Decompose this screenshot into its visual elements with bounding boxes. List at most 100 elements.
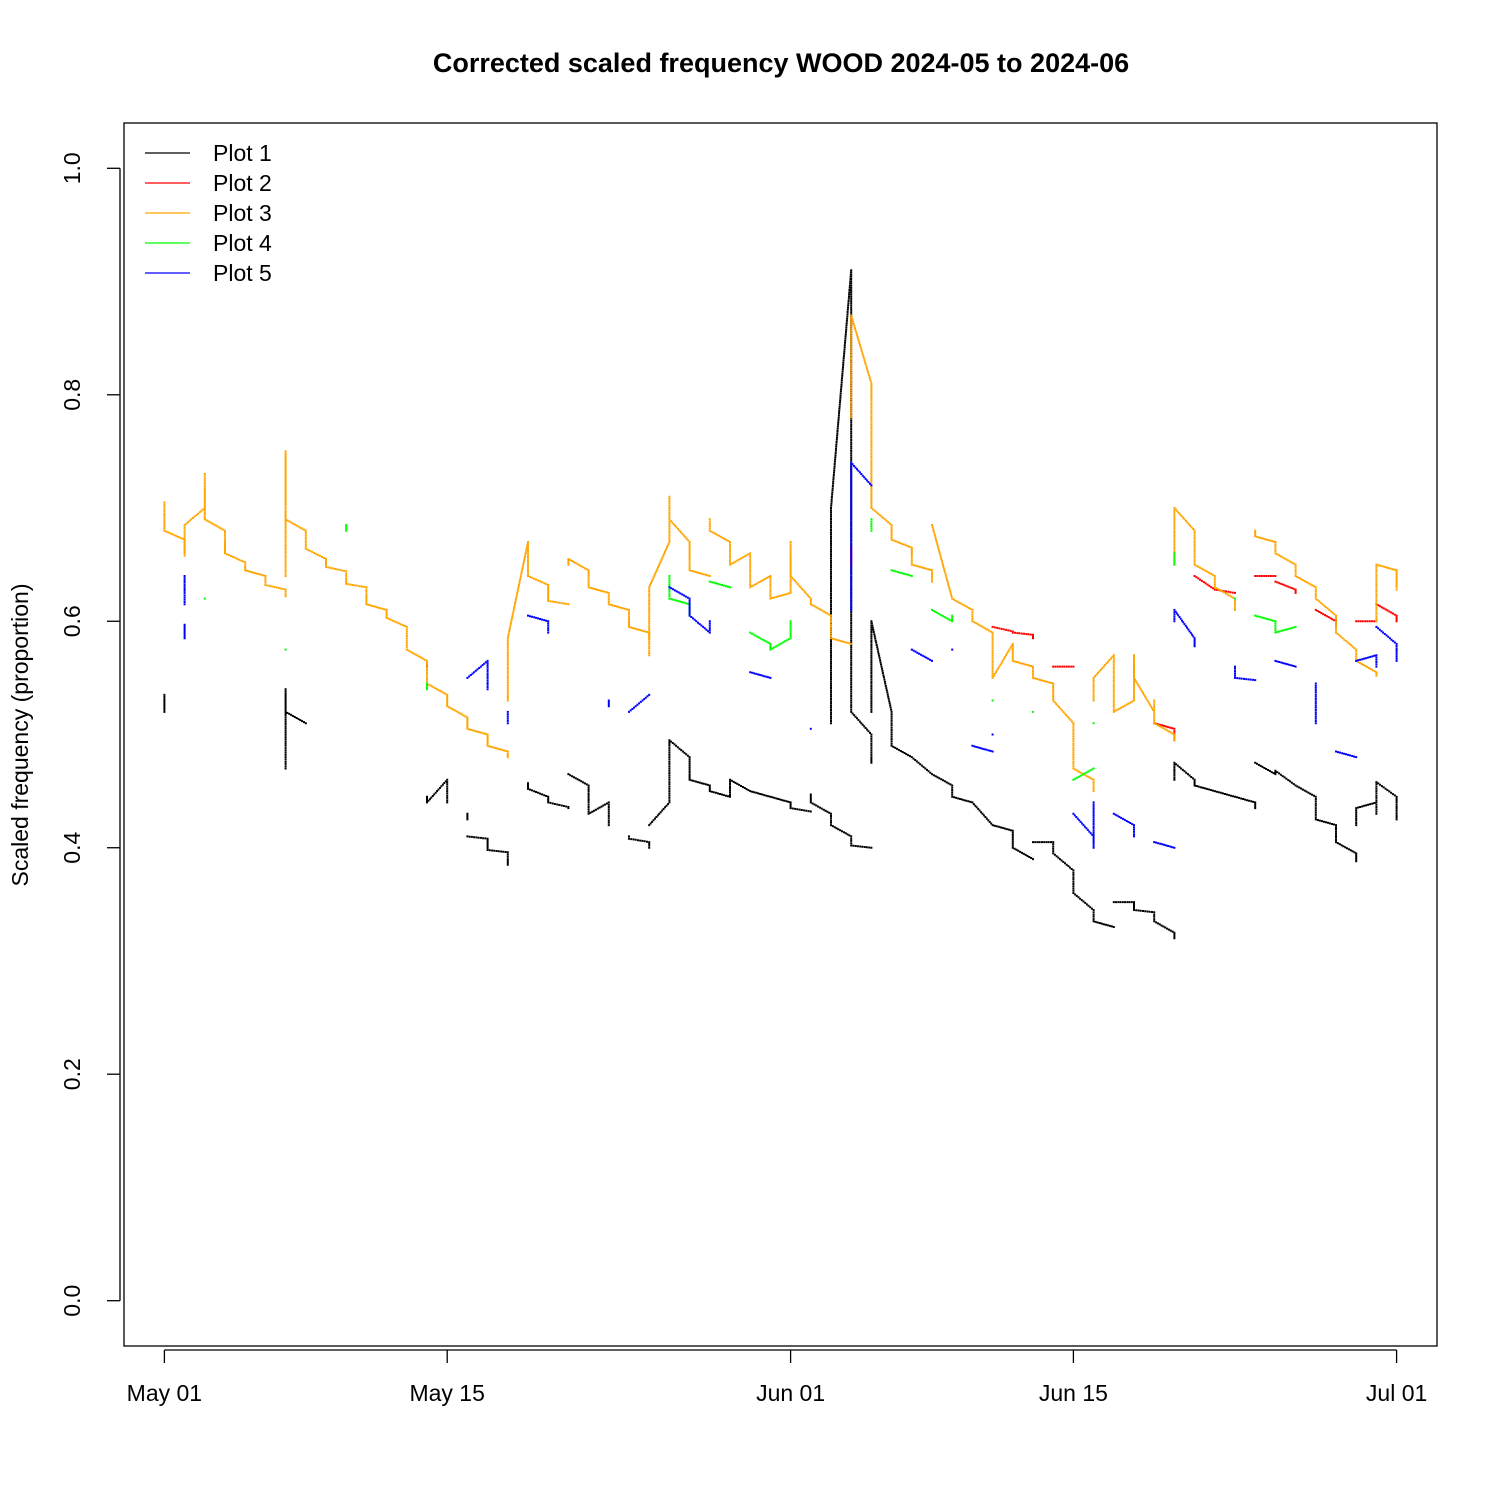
data-point-trace <box>506 541 570 702</box>
data-point-trace <box>1254 529 1378 677</box>
data-point-trace <box>870 620 1034 861</box>
data-point-trace <box>1254 575 1277 577</box>
data-point-trace <box>648 739 812 827</box>
legend-label: Plot 3 <box>213 200 272 226</box>
y-tick-label: 0.0 <box>59 1285 85 1317</box>
data-point-trace <box>1274 659 1297 668</box>
data-point-trace <box>1092 722 1095 725</box>
data-point-trace <box>749 671 772 679</box>
data-point-trace <box>1032 841 1115 928</box>
data-point-trace <box>870 518 873 532</box>
data-point-trace <box>971 744 994 753</box>
y-tick-label: 0.2 <box>59 1058 85 1090</box>
data-point-trace <box>1254 761 1358 863</box>
data-point-trace <box>708 580 731 589</box>
data-point-trace <box>183 575 186 606</box>
data-point-trace <box>1173 761 1257 810</box>
y-axis: 0.0 0.2 0.4 0.6 0.8 1.0 <box>59 152 121 1317</box>
data-point-trace <box>163 501 186 557</box>
data-point-trace <box>1032 710 1034 713</box>
x-axis: May 01 May 15 Jun 01 Jun 15 Jul 01 <box>127 1349 1427 1406</box>
data-point-trace <box>1375 603 1398 623</box>
data-point-trace <box>668 586 711 634</box>
data-point-trace <box>567 773 610 827</box>
legend: Plot 1 Plot 2 Plot 3 Plot 4 Plot 5 <box>145 140 272 286</box>
data-point-trace <box>203 597 206 600</box>
data-point-trace <box>426 682 428 691</box>
legend-label: Plot 4 <box>213 230 272 256</box>
data-point-trace <box>1153 841 1176 849</box>
data-point-trace <box>183 473 287 598</box>
data-point-trace <box>466 835 509 866</box>
data-point-trace <box>1234 665 1257 682</box>
x-tick-label: May 15 <box>409 1380 484 1406</box>
data-point-trace <box>1355 620 1378 623</box>
data-point-trace <box>1092 654 1176 742</box>
legend-item: Plot 3 <box>145 200 272 226</box>
data-point-trace <box>284 648 287 651</box>
data-point-trace <box>183 623 186 640</box>
data-point-trace <box>850 461 873 611</box>
data-point-trace <box>163 693 166 713</box>
data-point-trace <box>749 620 792 651</box>
data-point-trace <box>628 835 651 849</box>
series-3 <box>163 314 1398 793</box>
data-point-trace <box>345 524 348 532</box>
legend-label: Plot 1 <box>213 140 272 166</box>
data-point-trace <box>1153 722 1176 742</box>
data-point-trace <box>991 625 1034 640</box>
data-point-trace <box>628 693 651 713</box>
data-point-trace <box>1274 580 1297 594</box>
data-point-trace <box>890 569 913 577</box>
data-point-trace <box>850 546 853 566</box>
data-point-trace <box>1335 750 1358 759</box>
legend-item: Plot 2 <box>145 170 272 196</box>
data-point-trace <box>910 648 933 662</box>
data-point-trace <box>668 575 691 617</box>
series-5 <box>183 461 1398 849</box>
x-tick-label: Jul 01 <box>1366 1380 1427 1406</box>
data-point-trace <box>1355 654 1378 668</box>
x-tick-label: Jun 01 <box>756 1380 825 1406</box>
legend-item: Plot 5 <box>145 260 272 286</box>
data-point-trace <box>466 812 469 821</box>
data-point-trace <box>284 688 307 770</box>
data-point-trace <box>991 733 994 736</box>
x-tick-label: May 01 <box>127 1380 202 1406</box>
y-axis-label: Scaled frequency (proportion) <box>7 584 33 887</box>
series-4 <box>203 518 1297 781</box>
data-point-trace <box>607 699 610 708</box>
chart-title: Corrected scaled frequency WOOD 2024-05 … <box>433 48 1129 78</box>
data-point-trace <box>1072 767 1095 781</box>
data-point-trace <box>1234 597 1236 600</box>
legend-item: Plot 1 <box>145 140 272 166</box>
data-point-trace <box>1254 614 1297 634</box>
data-point-trace <box>506 710 509 725</box>
plot-frame <box>123 122 1438 1347</box>
data-point-trace <box>527 782 570 810</box>
data-point-trace <box>931 524 1095 793</box>
data-point-trace <box>527 614 550 634</box>
x-tick-label: Jun 15 <box>1039 1380 1108 1406</box>
data-point-trace <box>1112 901 1176 940</box>
data-point-trace <box>1314 682 1317 725</box>
data-point-trace <box>567 558 651 640</box>
data-point-trace <box>951 648 954 651</box>
y-tick-label: 0.6 <box>59 605 85 637</box>
data-point-trace <box>1375 563 1398 623</box>
data-point-trace <box>466 659 489 691</box>
legend-item: Plot 4 <box>145 230 272 256</box>
data-point-trace <box>1314 608 1337 628</box>
data-point-trace <box>1193 575 1236 594</box>
data-point-trace <box>426 778 449 804</box>
plot-points <box>163 269 1398 940</box>
legend-label: Plot 2 <box>213 170 272 196</box>
data-point-trace <box>850 314 933 583</box>
data-point-trace <box>648 495 711 657</box>
data-point-trace <box>931 608 954 623</box>
data-point-trace <box>1173 507 1236 611</box>
y-tick-label: 1.0 <box>59 152 85 184</box>
data-point-trace <box>809 727 812 730</box>
data-point-trace <box>284 450 509 759</box>
